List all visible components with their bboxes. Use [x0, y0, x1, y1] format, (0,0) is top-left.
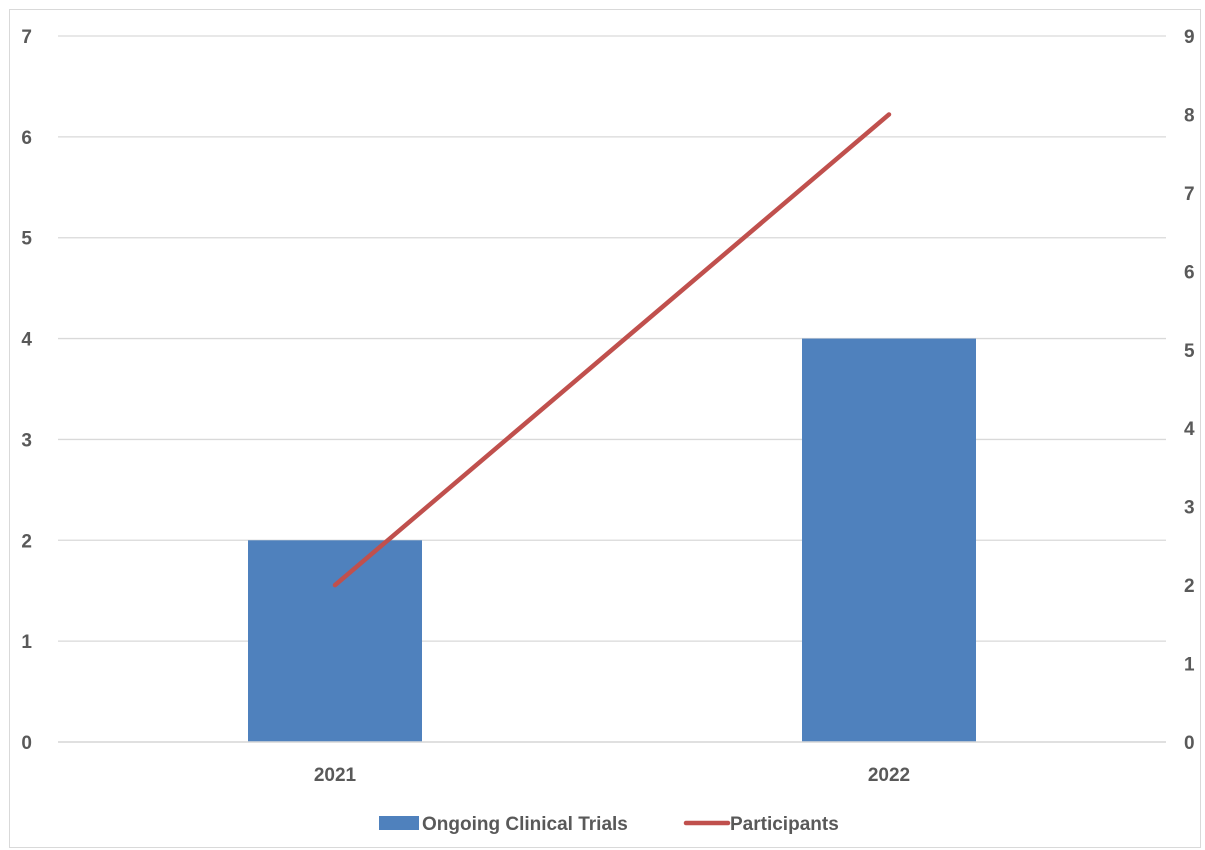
right-axis-tick-label: 5 — [1184, 341, 1195, 362]
right-axis-tick-label: 0 — [1184, 733, 1195, 754]
left-axis-tick-label: 2 — [21, 531, 32, 552]
category-axis-label: 2022 — [868, 765, 910, 786]
category-axis-label: 2021 — [314, 765, 357, 786]
legend-swatch-bar — [379, 816, 419, 830]
left-axis-tick-label: 3 — [21, 430, 32, 451]
line-series — [332, 112, 892, 588]
bar-ongoing-clinical-trials-2022 — [802, 338, 976, 742]
gridlines — [58, 35, 1166, 743]
right-axis-tick-label: 2 — [1184, 576, 1195, 597]
right-axis-tick-label: 9 — [1184, 27, 1195, 48]
right-axis: 0 1 2 3 4 5 6 7 8 9 — [1184, 27, 1195, 754]
category-axis: 2021 2022 — [58, 741, 1166, 786]
legend-item-participants: Participants — [683, 814, 839, 835]
line-participants — [332, 112, 892, 588]
right-axis-tick-label: 7 — [1184, 184, 1195, 205]
right-axis-tick-label: 3 — [1184, 498, 1195, 519]
legend: Ongoing Clinical Trials Participants — [379, 814, 839, 835]
legend-label: Ongoing Clinical Trials — [422, 814, 628, 835]
right-axis-tick-label: 1 — [1184, 655, 1195, 676]
right-axis-tick-label: 4 — [1184, 419, 1195, 440]
right-axis-tick-label: 8 — [1184, 105, 1195, 126]
left-axis-tick-label: 4 — [21, 330, 32, 351]
right-axis-tick-label: 6 — [1184, 262, 1195, 283]
legend-item-ongoing-clinical-trials: Ongoing Clinical Trials — [379, 814, 628, 835]
left-axis-tick-label: 6 — [21, 128, 32, 149]
bar-series — [248, 338, 976, 742]
left-axis-tick-label: 1 — [21, 632, 32, 653]
bar-ongoing-clinical-trials-2021 — [248, 540, 422, 742]
chart-area — [9, 9, 1201, 848]
left-axis-tick-label: 5 — [21, 229, 32, 250]
left-axis-tick-label: 7 — [21, 27, 32, 48]
left-axis-tick-label: 0 — [21, 733, 32, 754]
left-axis: 0 1 2 3 4 5 6 7 — [21, 27, 32, 754]
legend-label: Participants — [730, 814, 839, 835]
